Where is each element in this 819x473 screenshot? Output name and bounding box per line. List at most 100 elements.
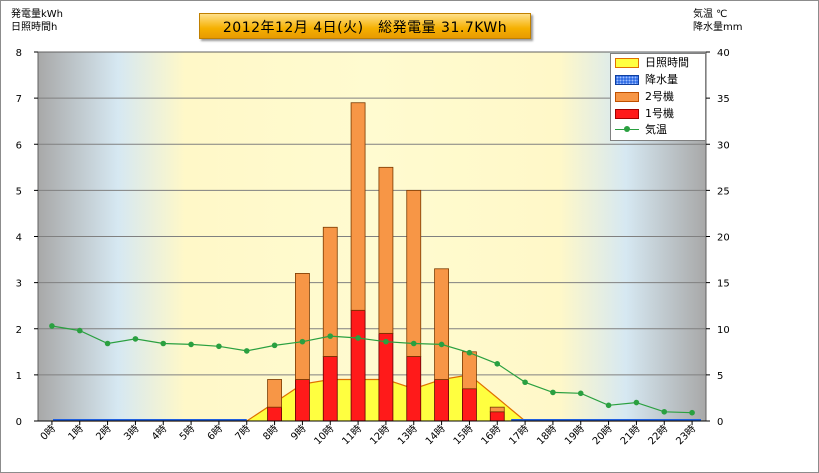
bar-unit1-16 xyxy=(489,411,505,422)
generation-bars xyxy=(267,102,505,422)
y-right-tick-label-4: 20 xyxy=(717,233,730,244)
bar-unit2-15 xyxy=(462,351,477,390)
y-left-tick-label-5: 5 xyxy=(16,186,22,197)
temperature-point-5 xyxy=(188,341,194,348)
temperature-point-9 xyxy=(299,338,306,345)
right-unit-temperature: 気温 ℃ xyxy=(693,9,728,20)
temperature-point-23 xyxy=(689,409,695,416)
x-tick-label-18: 18時 xyxy=(534,423,559,448)
bar-unit1-13 xyxy=(406,356,422,422)
temperature-point-17 xyxy=(522,379,528,386)
x-tick-label-23: 23時 xyxy=(674,423,699,448)
x-tick-label-11: 11時 xyxy=(340,423,365,448)
temperature-line xyxy=(49,323,695,416)
temperature-path xyxy=(51,325,693,414)
bar-unit2-12 xyxy=(378,166,394,334)
bar-unit2-11 xyxy=(350,102,366,311)
x-tick-label-16: 16時 xyxy=(479,423,504,448)
x-tick-label-9: 9時 xyxy=(288,423,308,443)
x-tick-label-2: 2時 xyxy=(94,423,114,443)
legend: 日照時間 降水量 2号機 1号機 気温 xyxy=(610,53,706,141)
x-tick-label-20: 20時 xyxy=(590,423,615,448)
temperature-point-11 xyxy=(355,335,361,341)
temperature-point-4 xyxy=(160,340,167,347)
temperature-point-6 xyxy=(216,343,222,350)
bar-unit1-9 xyxy=(295,379,310,422)
x-tick-label-1: 1時 xyxy=(66,423,86,443)
y-right-tick-label-0: 0 xyxy=(717,417,723,428)
bar-unit1-8 xyxy=(267,406,282,422)
legend-swatch-unit1 xyxy=(615,109,639,119)
temperature-point-2 xyxy=(104,340,111,347)
temperature-point-3 xyxy=(132,336,139,342)
x-tick-label-0: 0時 xyxy=(38,423,58,443)
y-left-tick-label-7: 7 xyxy=(16,94,22,105)
y-left-tick-label-1: 1 xyxy=(16,371,22,382)
legend-item-unit2: 2号機 xyxy=(615,90,705,104)
temperature-point-15 xyxy=(466,349,473,356)
chart-title-box: 2012年12月 4日(火) 総発電量 31.7KWh xyxy=(199,13,531,39)
temperature-point-1 xyxy=(76,327,83,334)
sunshine-area-fill xyxy=(51,374,693,421)
temperature-point-19 xyxy=(577,390,584,397)
bar-unit1-14 xyxy=(434,379,449,422)
legend-item-sunshine: 日照時間 xyxy=(615,56,705,70)
temperature-point-12 xyxy=(383,338,389,345)
x-tick-label-19: 19時 xyxy=(562,423,587,448)
legend-label-unit2: 2号機 xyxy=(645,90,674,103)
y-right-tick-label-2: 10 xyxy=(717,325,730,336)
legend-swatch-sunshine xyxy=(615,58,639,68)
x-tick-label-13: 13時 xyxy=(395,423,420,448)
legend-item-rain: 降水量 xyxy=(615,73,705,87)
y-right-tick-label-1: 5 xyxy=(717,371,723,382)
bar-unit2-10 xyxy=(322,226,338,357)
y-left-tick-label-6: 6 xyxy=(16,140,22,151)
left-unit-generation: 発電量kWh xyxy=(11,9,64,20)
x-tick-label-22: 22時 xyxy=(646,423,671,448)
x-tick-label-12: 12時 xyxy=(367,423,392,448)
x-tick-label-10: 10時 xyxy=(312,423,337,448)
y-left-tick-label-4: 4 xyxy=(16,233,22,244)
x-tick-label-21: 21時 xyxy=(618,423,643,448)
temperature-point-16 xyxy=(494,361,501,367)
y-left-tick-label-0: 0 xyxy=(16,417,22,428)
temperature-point-18 xyxy=(550,389,556,396)
legend-item-temperature: 気温 xyxy=(615,123,705,137)
legend-label-rain: 降水量 xyxy=(645,73,678,86)
legend-label-unit1: 1号機 xyxy=(645,107,674,120)
x-tick-label-3: 3時 xyxy=(121,423,141,443)
x-tick-label-4: 4時 xyxy=(149,423,169,443)
bar-unit1-15 xyxy=(462,388,477,422)
x-tick-label-17: 17時 xyxy=(507,423,532,448)
left-axis-units: 発電量kWh 日照時間h xyxy=(11,8,63,34)
temperature-point-0 xyxy=(49,323,55,329)
temperature-point-10 xyxy=(327,333,334,339)
legend-label-temperature: 気温 xyxy=(645,123,667,136)
temperature-point-7 xyxy=(243,348,250,354)
bar-unit2-9 xyxy=(295,272,310,380)
x-tick-label-14: 14時 xyxy=(423,423,448,448)
y-right-tick-label-7: 35 xyxy=(717,94,730,105)
legend-item-unit1: 1号機 xyxy=(615,107,705,121)
temperature-point-20 xyxy=(605,402,612,409)
temperature-point-14 xyxy=(438,341,445,348)
bar-unit1-11 xyxy=(350,309,366,422)
y-right-tick-label-6: 30 xyxy=(717,140,730,151)
y-right-tick-label-8: 40 xyxy=(717,48,730,59)
bar-unit2-13 xyxy=(406,189,422,357)
temperature-point-22 xyxy=(661,408,668,415)
bar-unit1-10 xyxy=(322,356,338,422)
right-unit-rain: 降水量mm xyxy=(693,22,743,33)
y-left-tick-label-2: 2 xyxy=(16,325,22,336)
legend-label-sunshine: 日照時間 xyxy=(645,56,689,69)
bar-unit1-12 xyxy=(378,332,394,422)
chart-title: 2012年12月 4日(火) 総発電量 31.7KWh xyxy=(222,20,508,36)
x-tick-label-8: 8時 xyxy=(261,423,281,443)
temperature-point-8 xyxy=(271,342,278,349)
x-tick-label-7: 7時 xyxy=(233,423,253,443)
legend-swatch-rain xyxy=(615,75,639,85)
bar-unit2-8 xyxy=(267,379,282,408)
legend-swatch-temperature xyxy=(615,125,639,135)
